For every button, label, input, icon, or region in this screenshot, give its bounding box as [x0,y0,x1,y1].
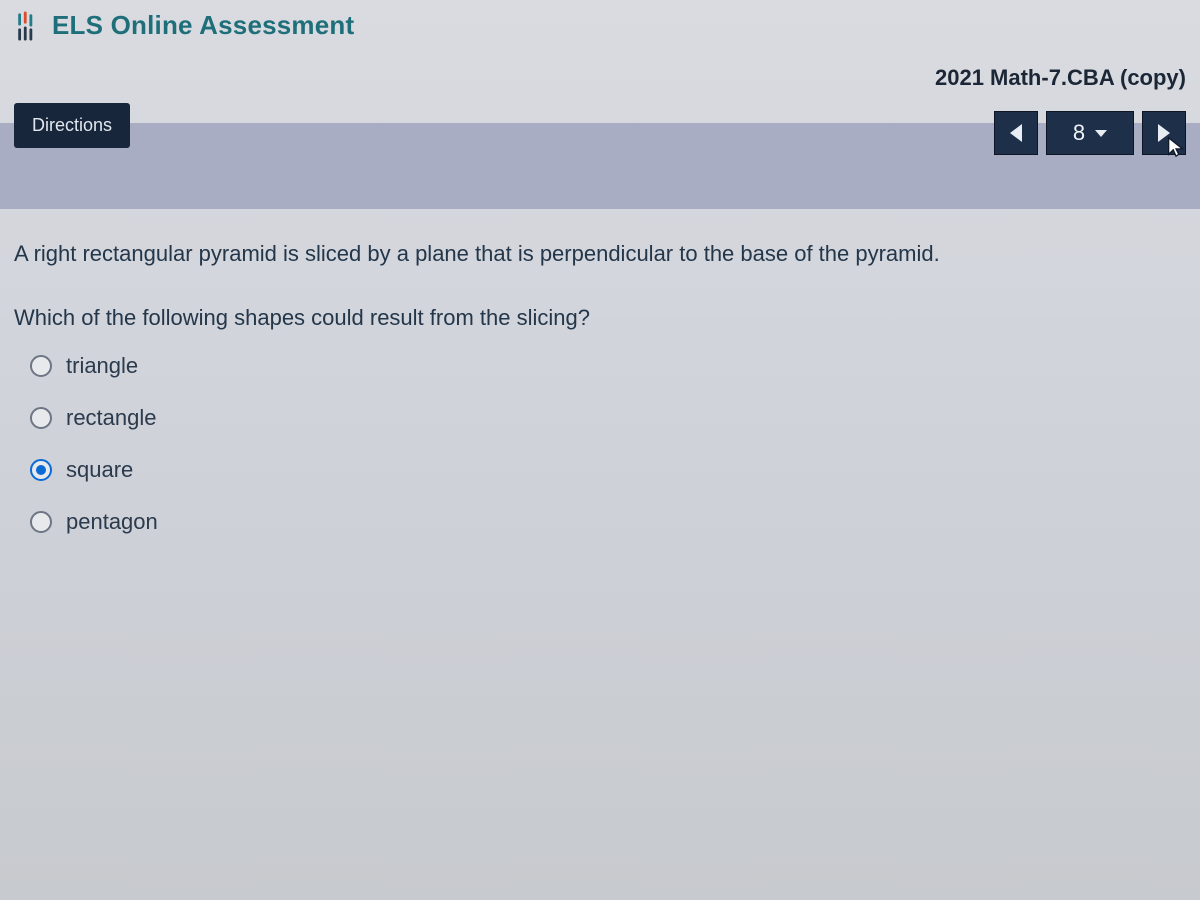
logo-icon [14,11,44,41]
radio-icon[interactable] [30,459,52,481]
answer-label: pentagon [66,509,158,535]
answer-label: triangle [66,353,138,379]
directions-button[interactable]: Directions [14,103,130,148]
radio-icon[interactable] [30,511,52,533]
answer-choice[interactable]: square [30,457,1186,483]
answer-choices: triangle rectangle square pentagon [14,353,1186,535]
question-nav: 8 [994,111,1186,155]
meta-band: 2021 Math-7.CBA (copy) Directions 8 [0,59,1200,209]
question-body: A right rectangular pyramid is sliced by… [0,209,1200,535]
answer-choice[interactable]: triangle [30,353,1186,379]
question-prompt: Which of the following shapes could resu… [14,305,1186,331]
chevron-down-icon [1095,130,1107,137]
cursor-icon [1165,136,1187,158]
chevron-left-icon [1010,124,1022,142]
question-number-label: 8 [1073,120,1085,146]
prev-question-button[interactable] [994,111,1038,155]
answer-choice[interactable]: pentagon [30,509,1186,535]
question-stem: A right rectangular pyramid is sliced by… [14,239,1186,269]
question-number-dropdown[interactable]: 8 [1046,111,1134,155]
answer-choice[interactable]: rectangle [30,405,1186,431]
radio-icon[interactable] [30,407,52,429]
next-question-button[interactable] [1142,111,1186,155]
answer-label: square [66,457,133,483]
brand-logo: ELS Online Assessment [14,10,354,41]
brand-title: ELS Online Assessment [52,10,354,41]
brand-bar: ELS Online Assessment [0,0,1200,47]
radio-icon[interactable] [30,355,52,377]
assessment-title: 2021 Math-7.CBA (copy) [935,65,1186,91]
answer-label: rectangle [66,405,157,431]
